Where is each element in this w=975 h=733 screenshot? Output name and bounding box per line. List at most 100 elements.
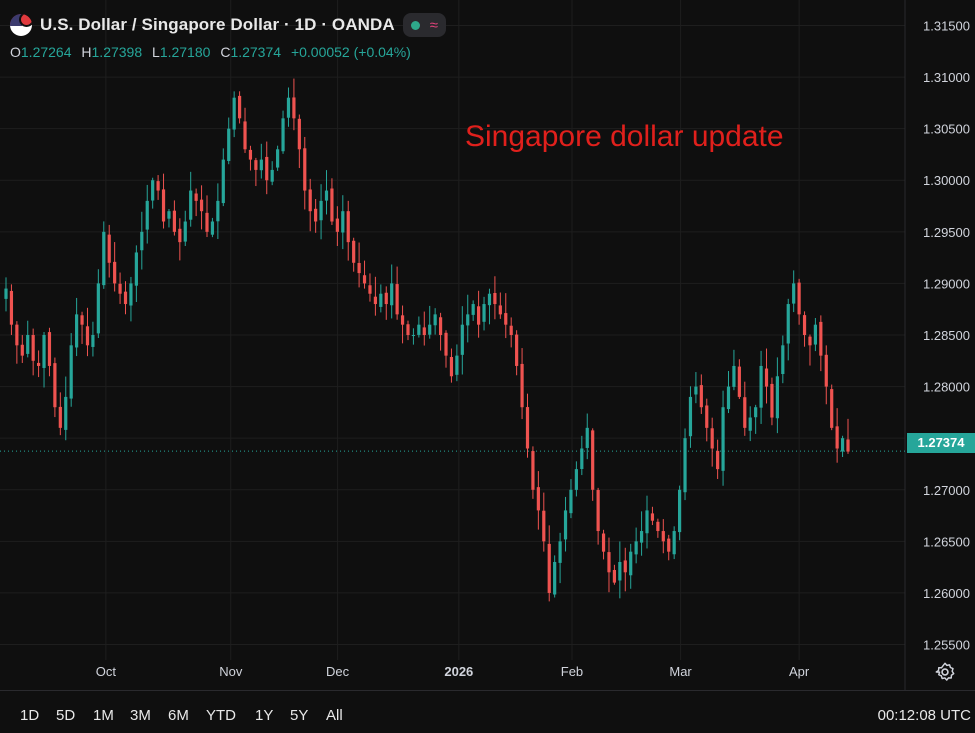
- timeframe-button[interactable]: All: [326, 707, 343, 724]
- candle-body: [721, 407, 725, 471]
- candle-body: [471, 304, 475, 315]
- candle-body: [406, 324, 410, 335]
- candle-body: [216, 200, 220, 222]
- candle-body: [607, 552, 611, 573]
- candle-body: [455, 355, 459, 375]
- candle-body: [276, 149, 280, 168]
- candle-body: [716, 450, 720, 470]
- y-tick-label: 1.30500: [923, 122, 970, 137]
- candle-body: [792, 283, 796, 304]
- wave-indicator-icon: ≈: [429, 16, 438, 34]
- y-tick-label: 1.28500: [923, 328, 970, 343]
- candle-body: [786, 304, 790, 344]
- open-value: 1.27264: [20, 44, 72, 60]
- candle-body: [596, 490, 600, 532]
- candles: [4, 78, 850, 602]
- candle-body: [145, 200, 149, 230]
- candle-body: [650, 513, 655, 521]
- close-label: C: [220, 44, 231, 60]
- candle-body: [15, 324, 19, 346]
- gear-icon[interactable]: [934, 661, 956, 683]
- candle-body: [460, 324, 464, 355]
- utc-clock: 00:12:08 UTC: [877, 707, 971, 724]
- candle-body: [591, 430, 595, 490]
- candle-body: [498, 305, 502, 315]
- candle-body: [400, 315, 405, 325]
- candle-body: [487, 293, 492, 306]
- open-label: O: [10, 44, 21, 60]
- candle-body: [819, 321, 823, 356]
- candle-body: [69, 345, 73, 399]
- candle-body: [618, 561, 622, 581]
- candle-body: [699, 385, 703, 408]
- timeframe-button[interactable]: 5Y: [290, 707, 309, 724]
- candle-body: [553, 561, 557, 595]
- candle-body: [335, 218, 339, 232]
- candle-body: [482, 304, 486, 322]
- symbol-title[interactable]: U.S. Dollar / Singapore Dollar · 1D · OA…: [40, 15, 395, 34]
- candle-body: [259, 159, 263, 171]
- y-tick-label: 1.27000: [923, 483, 970, 498]
- candle-body: [265, 156, 269, 181]
- candle-body: [341, 211, 345, 233]
- timeframe-button[interactable]: YTD: [206, 707, 236, 724]
- chart-header: U.S. Dollar / Singapore Dollar · 1D · OA…: [10, 12, 446, 38]
- candle-body: [558, 541, 562, 563]
- candle-body: [297, 118, 301, 150]
- candle-body: [58, 406, 62, 428]
- candle-body: [47, 332, 52, 366]
- candle-body: [281, 118, 285, 152]
- candle-body: [417, 324, 421, 335]
- candle-body: [118, 283, 122, 294]
- x-tick-label: Apr: [789, 664, 810, 679]
- y-tick-label: 1.29000: [923, 276, 970, 291]
- candle-body: [324, 190, 329, 201]
- candle-body: [840, 438, 845, 452]
- candle-body: [368, 285, 372, 294]
- y-tick-label: 1.26500: [923, 534, 970, 549]
- candle-body: [411, 335, 416, 336]
- candle-body: [270, 169, 274, 182]
- candle-body: [31, 335, 35, 361]
- candle-body: [520, 363, 524, 408]
- candle-body: [379, 293, 383, 307]
- candle-body: [824, 354, 828, 387]
- timeframe-button[interactable]: 3M: [130, 707, 151, 724]
- timeframe-button[interactable]: 1M: [93, 707, 114, 724]
- candle-body: [254, 160, 258, 170]
- y-tick-label: 1.26000: [923, 586, 970, 601]
- candle-body: [140, 231, 144, 251]
- candle-body: [53, 363, 57, 408]
- timeframe-button[interactable]: 5D: [56, 707, 76, 724]
- candle-body: [96, 283, 100, 334]
- candle-body: [661, 531, 665, 542]
- candle-body: [580, 448, 584, 469]
- candle-body: [373, 296, 377, 305]
- candle-body: [515, 334, 519, 366]
- candle-body: [357, 262, 361, 274]
- candle-body: [422, 327, 426, 335]
- candle-body: [656, 521, 660, 532]
- candle-body: [732, 365, 736, 387]
- candle-body: [64, 396, 68, 430]
- timeframe-button[interactable]: 1Y: [255, 707, 274, 724]
- timeframe-button[interactable]: 6M: [168, 707, 189, 724]
- candle-body: [433, 314, 437, 326]
- candle-body: [748, 417, 752, 431]
- candle-body: [20, 344, 24, 356]
- candle-body: [286, 97, 291, 118]
- candle-body: [705, 405, 709, 428]
- status-pill[interactable]: ≈: [402, 13, 446, 37]
- timeframe-button[interactable]: 1D: [20, 707, 40, 724]
- high-label: H: [81, 44, 92, 60]
- candle-body: [428, 324, 432, 335]
- candle-body: [846, 439, 850, 452]
- y-tick-label: 1.29500: [923, 225, 970, 240]
- grid: [0, 0, 906, 690]
- candle-body: [629, 551, 633, 576]
- candle-body: [449, 357, 454, 377]
- candle-body: [210, 221, 215, 235]
- candle-body: [183, 221, 187, 242]
- candle-body: [292, 97, 296, 119]
